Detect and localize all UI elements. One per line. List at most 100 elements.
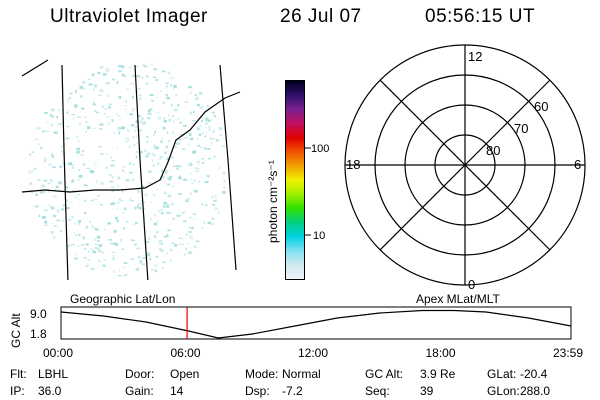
emission-dot [213,200,217,202]
emission-dot [119,118,121,121]
emission-dot [156,220,159,223]
emission-dot [207,221,211,225]
mlt-label-12: 12 [468,49,482,64]
emission-dot [104,108,107,110]
emission-dot [42,215,46,219]
emission-dot [148,237,150,240]
emission-dot [188,85,192,89]
footer-value: 36.0 [38,384,62,398]
emission-dot [167,229,171,232]
emission-dot [156,188,159,190]
emission-dot [172,131,174,135]
emission-dot [39,190,44,194]
emission-dot [74,105,78,108]
emission-dot [93,88,95,91]
emission-dot [91,224,93,227]
emission-dot [115,216,118,220]
emission-dot [169,175,173,177]
emission-dot [121,126,125,129]
emission-dot [165,171,168,174]
emission-dot [204,204,208,207]
emission-dot [109,180,114,183]
emission-dot [184,137,188,139]
emission-dot [121,73,125,77]
emission-dot [31,178,34,180]
emission-dot [53,214,57,218]
emission-dot [195,167,198,170]
emission-dot [189,226,191,229]
emission-dot [156,231,159,234]
emission-dot [134,268,138,271]
emission-dot [84,248,86,250]
altitude-x-tick: 12:00 [298,346,328,360]
emission-dot [142,257,146,259]
emission-dot [110,186,115,188]
altitude-tick-1-8: 1.8 [30,327,47,341]
emission-dot [128,162,131,165]
emission-dot [166,84,168,88]
emission-dot [107,122,110,125]
emission-dot [77,115,81,118]
emission-dot [130,83,132,85]
emission-dot [164,120,167,123]
emission-dot [196,240,200,242]
emission-dot [222,172,226,174]
emission-dot [97,240,100,242]
emission-dot [120,199,124,202]
emission-dot [149,94,154,96]
emission-dot [75,90,77,93]
emission-dot [159,243,163,245]
emission-dot [79,122,81,125]
emission-dot [137,87,141,90]
emission-dot [116,147,118,150]
emission-dot [180,134,184,136]
emission-dot [66,111,69,114]
mlt-label-6: 6 [574,157,581,172]
emission-dot [47,182,52,185]
emission-dot [188,251,192,255]
emission-dot [50,108,55,112]
emission-dot [125,88,130,91]
emission-dot [197,168,200,170]
emission-dot [76,197,78,199]
emission-dot [113,242,116,246]
emission-dot [116,83,118,85]
emission-dot [81,81,86,84]
footer-key: Mode: [245,367,279,381]
emission-dot [207,148,211,150]
emission-dot [215,198,217,201]
emission-dot [154,130,156,134]
emission-dot [61,150,64,152]
footer-value: 39 [420,384,434,398]
emission-dot [130,239,135,241]
emission-dot [154,147,158,149]
emission-dot [199,146,204,149]
emission-dot [71,180,73,183]
emission-dot [75,234,77,237]
emission-dot [181,212,183,215]
colorbar-unit-label-box: photon cm⁻²s⁻¹ [266,160,280,243]
emission-dot [85,116,87,118]
emission-dot [45,130,49,132]
emission-dot [53,195,57,198]
emission-dot [146,141,149,143]
longitude-line [61,64,69,280]
emission-dot [70,201,73,203]
emission-dot [116,201,120,204]
emission-dot [132,108,135,110]
emission-dot [169,212,172,214]
emission-dot [124,108,127,110]
emission-dot [111,160,116,162]
emission-dot [67,99,69,102]
emission-dot [189,234,191,237]
emission-dot [108,106,111,109]
emission-dot [177,103,180,107]
emission-dot [179,243,181,245]
emission-dot [108,103,112,106]
emission-dot [106,116,109,118]
emission-dot [156,112,160,114]
footer-value: -20.4 [520,367,548,381]
emission-dot [179,122,182,124]
emission-dot [28,171,31,174]
time-label: 05:56:15 UT [425,6,536,27]
